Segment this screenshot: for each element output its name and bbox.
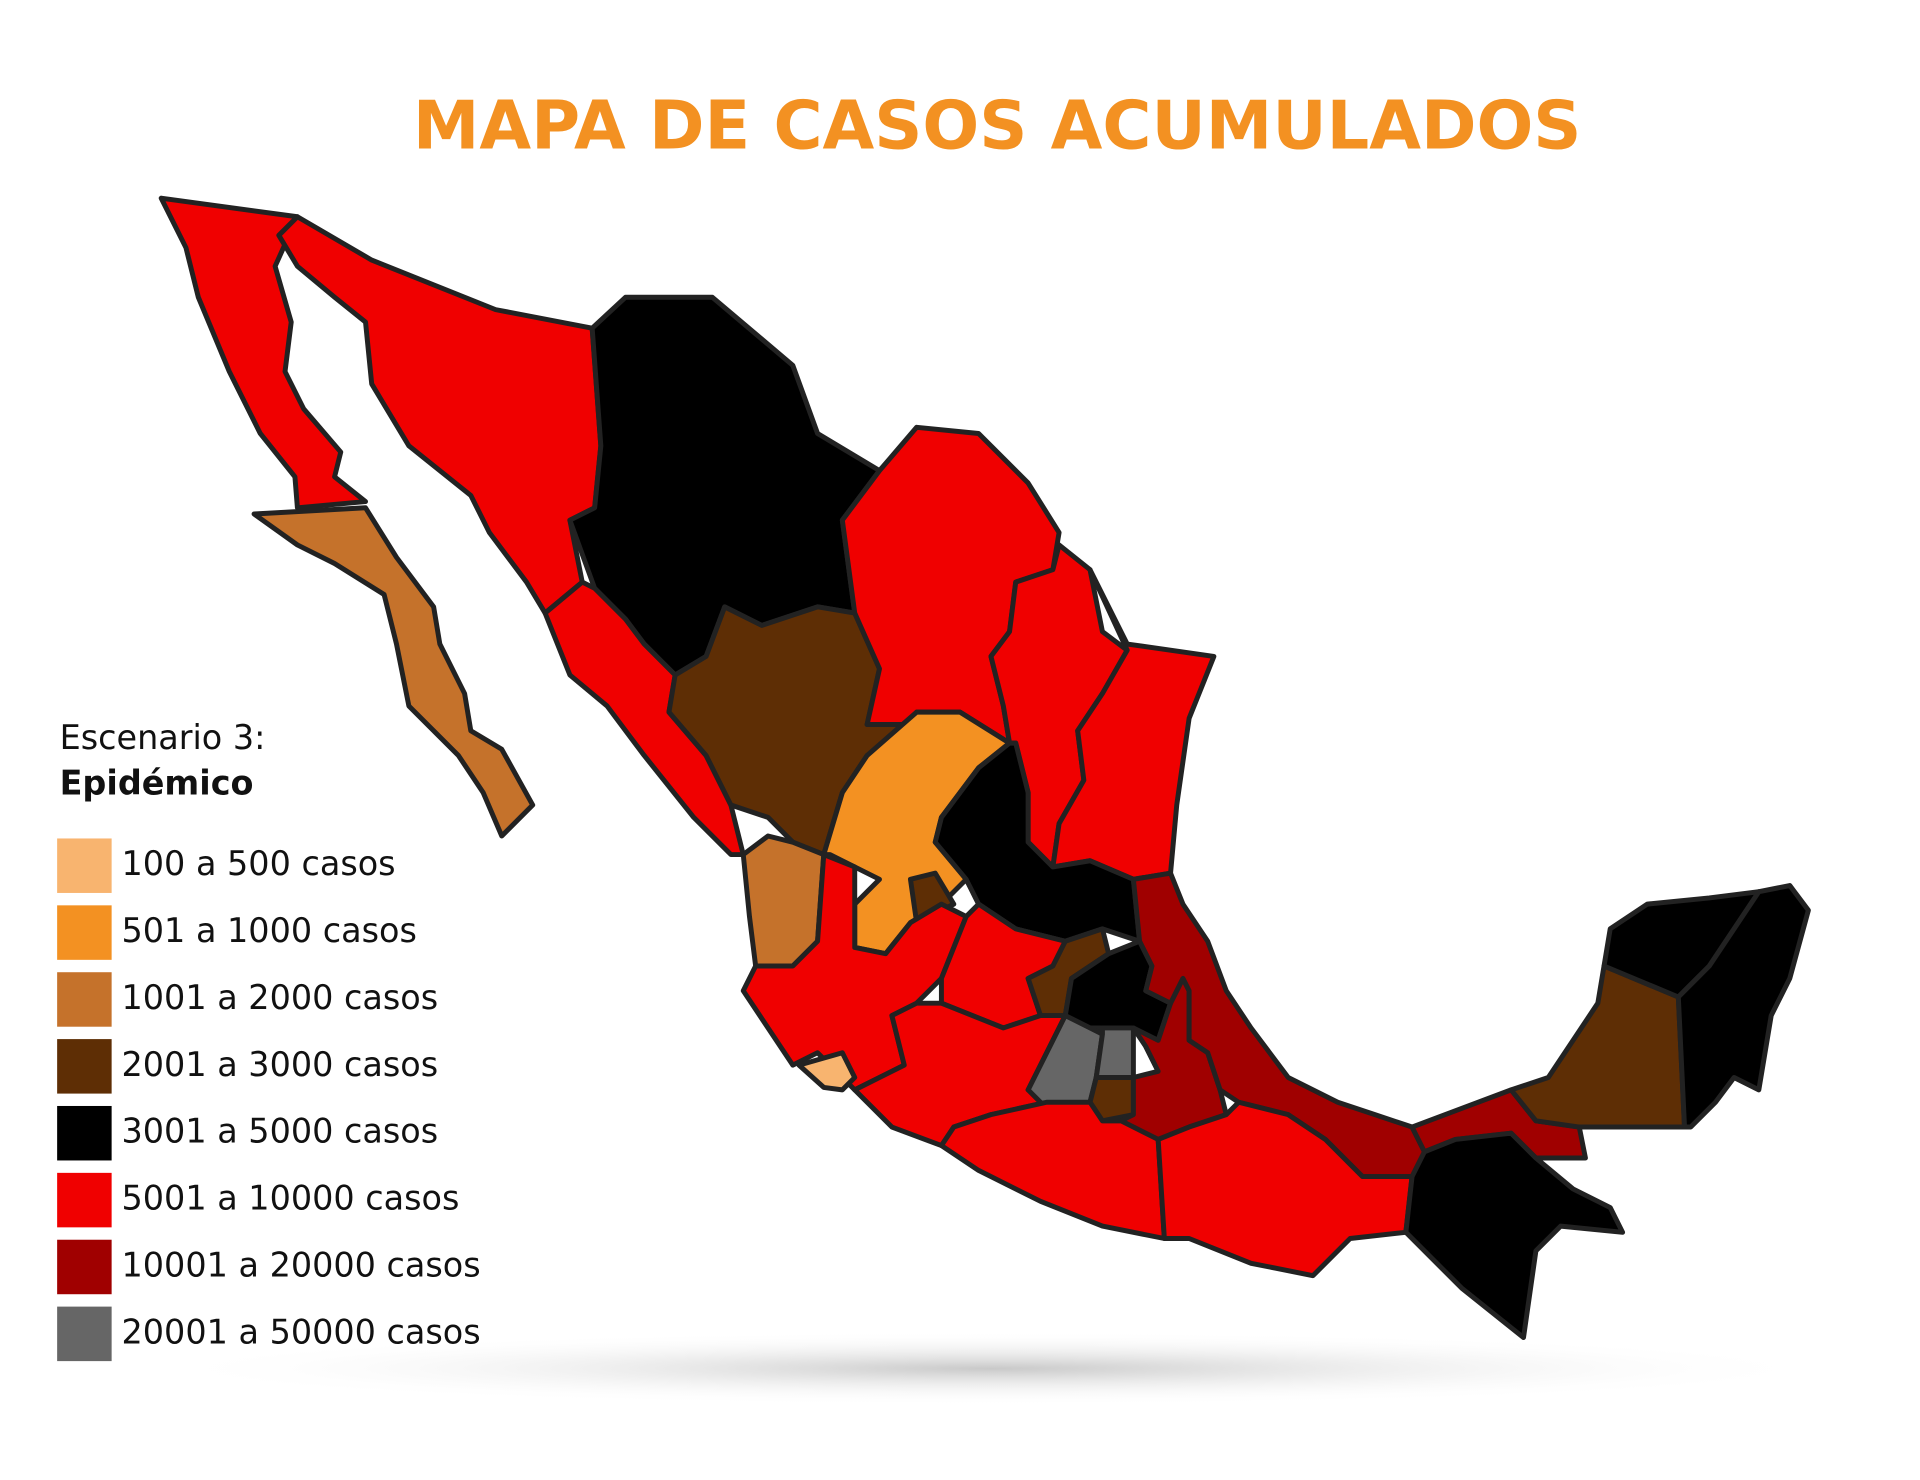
legend-label: 1001 a 2000 casos — [122, 978, 439, 1017]
title: MAPA DE CASOS ACUMULADOS — [413, 87, 1582, 165]
legend-label: 100 a 500 casos — [122, 844, 396, 883]
state — [1093, 1025, 1136, 1080]
legend-label: 501 a 1000 casos — [122, 911, 417, 950]
state — [1403, 1130, 1626, 1341]
legend-label: 10001 a 20000 casos — [122, 1245, 481, 1284]
legend: 100 a 500 casos 501 a 1000 casos 1001 a 20… — [57, 838, 481, 1362]
legend-swatch — [57, 1039, 112, 1094]
legend-label: 3001 a 5000 casos — [122, 1112, 439, 1151]
state — [158, 195, 368, 511]
legend-swatch — [57, 1105, 112, 1161]
legend-swatch — [57, 905, 112, 960]
state — [1675, 883, 1811, 1130]
states — [158, 195, 1811, 1341]
legend-swatch — [57, 838, 112, 893]
legend-heading: Escenario 3: — [60, 718, 266, 757]
legend-swatch — [57, 1306, 112, 1362]
legend-label: 2001 a 3000 casos — [122, 1045, 439, 1084]
legend-swatch — [57, 972, 112, 1027]
state — [251, 505, 536, 839]
state — [907, 870, 957, 926]
state — [938, 1099, 1167, 1241]
legend-label: 5001 a 10000 casos — [122, 1179, 460, 1218]
legend-swatch — [57, 1172, 112, 1228]
shadow — [148, 1331, 1834, 1406]
legend-subheading: Epidémico — [60, 764, 254, 803]
legend-swatch — [57, 1239, 112, 1295]
state — [796, 1050, 858, 1093]
state — [1087, 1075, 1136, 1124]
legend-label: 20001 a 50000 casos — [122, 1312, 481, 1351]
